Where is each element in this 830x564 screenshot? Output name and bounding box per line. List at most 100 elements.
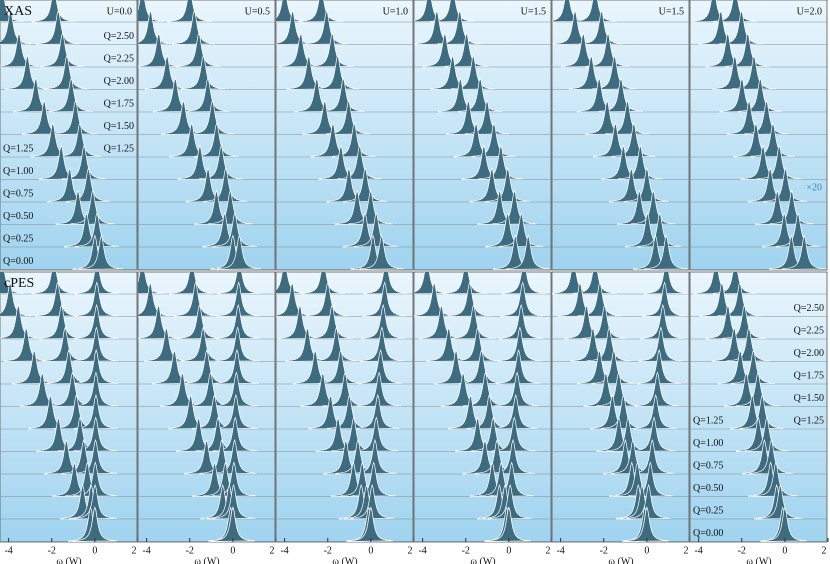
spectral-peak (640, 303, 685, 340)
spectral-peak (167, 0, 212, 23)
spectral-peak (499, 211, 544, 248)
spectral-peak (212, 438, 257, 475)
spectral-peak (596, 371, 641, 407)
spectral-peak (744, 416, 789, 452)
spectra (690, 272, 827, 542)
spectral-peak (207, 189, 253, 225)
spectral-peak (72, 506, 117, 542)
spectral-peak (315, 54, 360, 90)
spectral-peak (35, 9, 81, 45)
spectral-peak (579, 9, 624, 45)
q-label: Q=0.25 (3, 233, 33, 244)
spectral-peak (638, 326, 683, 362)
x-tick-label: -2 (600, 545, 608, 556)
x-tick-label: 2 (270, 545, 275, 556)
spectra (414, 0, 551, 270)
spectral-peak (337, 144, 382, 180)
spectral-peak (744, 99, 789, 135)
panel: -4 -2 0 2 ω (W) (413, 271, 553, 564)
x-axis-label: ω (W) (194, 556, 219, 564)
spectral-peak (309, 31, 355, 68)
q-label: Q=0.00 (693, 528, 723, 539)
spectral-peak (211, 461, 256, 497)
spectral-peak (362, 281, 407, 317)
q-label: Q=1.00 (693, 438, 723, 449)
spectral-peak (501, 272, 546, 295)
x-tick-label: 0 (368, 545, 373, 556)
q-label: Q=2.00 (794, 348, 824, 359)
panel-background (413, 0, 552, 271)
spectral-peak (3, 326, 49, 362)
spectral-peak (497, 326, 542, 362)
spectral-peak (0, 281, 33, 317)
panel: -4 -2 0 2 ω (W) (551, 271, 691, 564)
spectral-peak (213, 371, 259, 407)
panel: -4 -2 0 2 ω (W) (137, 271, 277, 564)
spectral-peak (305, 281, 350, 317)
spectral-peak (487, 483, 533, 520)
spectral-peak (721, 303, 767, 340)
spectra (0, 0, 137, 270)
spectral-peak (490, 438, 535, 475)
spectral-peak (190, 99, 235, 135)
spectral-peak (414, 281, 457, 317)
spectral-peak (457, 76, 503, 113)
annotation: ×20 (806, 182, 822, 193)
spectral-peak (753, 461, 798, 497)
spectral-peak (72, 483, 118, 520)
spectral-peak (31, 272, 76, 295)
spectral-peak (144, 326, 189, 362)
spectral-peak (144, 54, 190, 90)
spectral-peak (489, 461, 534, 497)
spectral-peak (359, 326, 404, 362)
spectral-peak (781, 234, 827, 270)
spectral-peak (348, 189, 393, 225)
spectral-peak (169, 272, 214, 295)
spectral-peak (737, 76, 783, 113)
panel: Q=2.50 Q=2.25 Q=2.00 Q=1.75 Q=1.50 Q=1.25 Q=1.… (689, 271, 829, 564)
spectral-peak (298, 0, 344, 23)
panel: U=1.5 (551, 0, 690, 271)
spectral-peak (635, 371, 680, 407)
spectral-peak (173, 281, 218, 317)
q-label: Q=0.75 (3, 188, 33, 199)
spectral-peak (318, 348, 363, 385)
spectral-peak (211, 483, 256, 520)
x-tick-label: -2 (48, 545, 56, 556)
spectral-peak (750, 121, 796, 158)
panel: U=2.0 ×20 (689, 0, 828, 271)
panel: U=0.5 (137, 0, 276, 271)
spectral-peak (78, 234, 124, 270)
spectral-peak (505, 234, 551, 270)
spectra (138, 0, 275, 270)
spectral-peak (359, 234, 404, 270)
spectral-peak (73, 438, 118, 475)
spectra (552, 0, 689, 270)
q-label: Q=0.25 (693, 505, 723, 516)
spectral-peak (762, 506, 807, 542)
x-axis-label: ω (W) (332, 556, 357, 564)
spectra (276, 272, 413, 542)
spectral-peak (496, 348, 541, 385)
spectral-peak (348, 506, 393, 542)
spectral-peak (180, 326, 226, 362)
spectral-peak (5, 54, 50, 90)
x-tick-label: 2 (546, 545, 551, 556)
spectral-peak (459, 348, 504, 385)
spectral-peak (276, 9, 315, 45)
spectral-peak (630, 189, 676, 225)
x-tick-label: 0 (230, 545, 235, 556)
spectral-peak (643, 234, 689, 270)
spectral-peak (138, 272, 165, 295)
panel: -4 -2 0 2 ω (W) (275, 271, 415, 564)
spectral-peak (360, 303, 406, 340)
spectral-peak (731, 54, 777, 90)
spectral-peak (73, 416, 118, 452)
q-label: Q=0.50 (693, 483, 723, 494)
spectral-peak (276, 281, 315, 317)
x-tick-label: 2 (822, 545, 827, 556)
spectral-peak (70, 189, 115, 225)
x-axis-label: ω (W) (56, 556, 81, 564)
x-tick-label: 0 (782, 545, 787, 556)
spectral-peak (276, 0, 307, 23)
